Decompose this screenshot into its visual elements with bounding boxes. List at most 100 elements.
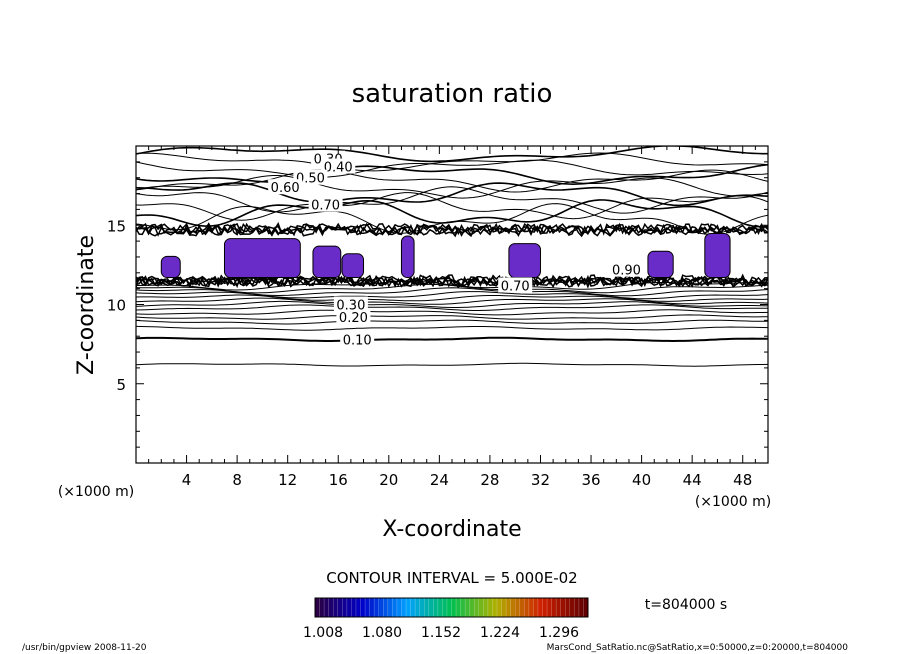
x-tick-label: 36	[581, 471, 600, 489]
x-tick-label: 44	[683, 471, 702, 489]
colorbar-swatch	[342, 598, 348, 617]
colorbar-swatch	[460, 598, 466, 617]
colorbar-swatch	[419, 598, 425, 617]
contour-line	[136, 163, 768, 186]
contour-label-bg	[336, 309, 371, 325]
contour-line	[136, 225, 768, 238]
colorbar-swatch	[424, 598, 430, 617]
contour-label-bg	[268, 179, 303, 195]
y-tick-label: 5	[116, 376, 126, 394]
contour-line	[136, 192, 768, 221]
supersaturated-region	[341, 253, 365, 279]
contour-line	[136, 336, 768, 343]
contour-line	[136, 169, 768, 193]
colorbar-tick-label: 1.080	[362, 625, 402, 641]
colorbar-swatch	[501, 598, 507, 617]
contour-line	[136, 325, 768, 331]
contour-line	[136, 275, 768, 288]
contour-label: 0.70	[501, 279, 530, 294]
contour-line	[136, 294, 768, 302]
supersaturated-region	[223, 238, 301, 279]
y-axis-units: (×1000 m)	[58, 484, 134, 500]
supersaturated-region	[508, 243, 541, 279]
contour-label-bg	[498, 277, 533, 293]
colorbar-swatch	[556, 598, 561, 617]
contour-line	[136, 152, 768, 172]
x-tick-label: 12	[278, 471, 297, 489]
colorbar-swatch	[560, 598, 566, 617]
colorbar-swatch	[524, 598, 530, 617]
colorbar-swatch	[537, 598, 543, 617]
x-axis-units: (×1000 m)	[695, 494, 771, 510]
contour-label: 0.10	[343, 333, 372, 348]
contour-label: 0.60	[271, 181, 300, 196]
supersaturated-region	[647, 250, 674, 279]
x-tick-label: 28	[480, 471, 499, 489]
colorbar-swatch	[533, 598, 539, 617]
contour-line	[136, 287, 768, 297]
colorbar-swatch	[396, 598, 402, 617]
colorbar-tick-label: 1.224	[480, 625, 520, 641]
colorbar-swatch	[442, 598, 448, 617]
footer-left: /usr/bin/gpview 2008-11-20	[22, 643, 147, 653]
colorbar-swatch	[469, 598, 475, 617]
contour-line	[136, 274, 768, 288]
contour-label: 0.50	[296, 172, 325, 187]
contour-label: 0.20	[339, 311, 368, 326]
colorbar-swatch	[355, 598, 361, 617]
colorbar-swatch	[583, 598, 589, 617]
colorbar-tick-label: 1.008	[303, 625, 343, 641]
chart-title: saturation ratio	[352, 79, 553, 109]
contour-line	[136, 203, 768, 235]
colorbar-swatch	[351, 598, 357, 617]
colorbar-swatch	[333, 598, 339, 617]
x-tick-label: 32	[531, 471, 550, 489]
colorbar-swatch	[319, 598, 325, 617]
contour-label: 0.30	[336, 299, 365, 314]
x-axis-label: X-coordinate	[382, 517, 521, 542]
colorbar-swatch	[569, 598, 575, 617]
colorbar-swatch	[456, 598, 461, 617]
colorbar-swatch	[547, 598, 552, 617]
colorbar-swatch	[328, 598, 334, 617]
contour-line	[136, 159, 768, 178]
contour-line	[136, 304, 768, 311]
colorbar-swatch	[315, 598, 320, 617]
contour-label: 0.70	[311, 199, 340, 214]
contour-label-bg	[308, 196, 343, 212]
colorbar-frame	[314, 597, 589, 618]
colorbar-swatch	[346, 598, 352, 617]
colorbar-swatch	[497, 598, 502, 617]
colorbar-swatch	[392, 598, 398, 617]
colorbar-swatch	[446, 598, 452, 617]
contour-line	[136, 319, 768, 325]
contour-label: 0.40	[324, 161, 353, 176]
colorbar-swatch	[478, 598, 484, 617]
supersaturated-region	[400, 235, 415, 279]
colorbar-swatch	[401, 598, 407, 617]
colorbar-swatch	[451, 598, 457, 617]
y-tick-label: 15	[107, 217, 126, 235]
supersaturated-region	[312, 245, 342, 279]
supersaturated-region	[704, 232, 731, 279]
colorbar-swatch	[406, 598, 411, 617]
colorbar-swatch	[465, 598, 470, 617]
contour-line	[136, 309, 768, 316]
time-label: t=804000 s	[645, 597, 727, 613]
colorbar-swatch	[515, 598, 521, 617]
contour-label-bg	[340, 331, 375, 347]
x-tick-label: 20	[379, 471, 398, 489]
colorbar-tick-label: 1.296	[539, 625, 579, 641]
supersaturated-region	[160, 255, 181, 279]
colorbar: 1.008 1.080 1.152 1.224 1.296	[303, 597, 589, 641]
colorbar-swatch	[410, 598, 416, 617]
colorbar-swatch	[542, 598, 548, 617]
colorbar-swatch	[369, 598, 375, 617]
x-tick-label: 16	[329, 471, 348, 489]
colorbar-swatch	[415, 598, 420, 617]
colorbar-swatch	[378, 598, 384, 617]
colorbar-swatch	[360, 598, 366, 617]
colorbar-swatch	[474, 598, 480, 617]
colorbar-swatch	[492, 598, 498, 617]
